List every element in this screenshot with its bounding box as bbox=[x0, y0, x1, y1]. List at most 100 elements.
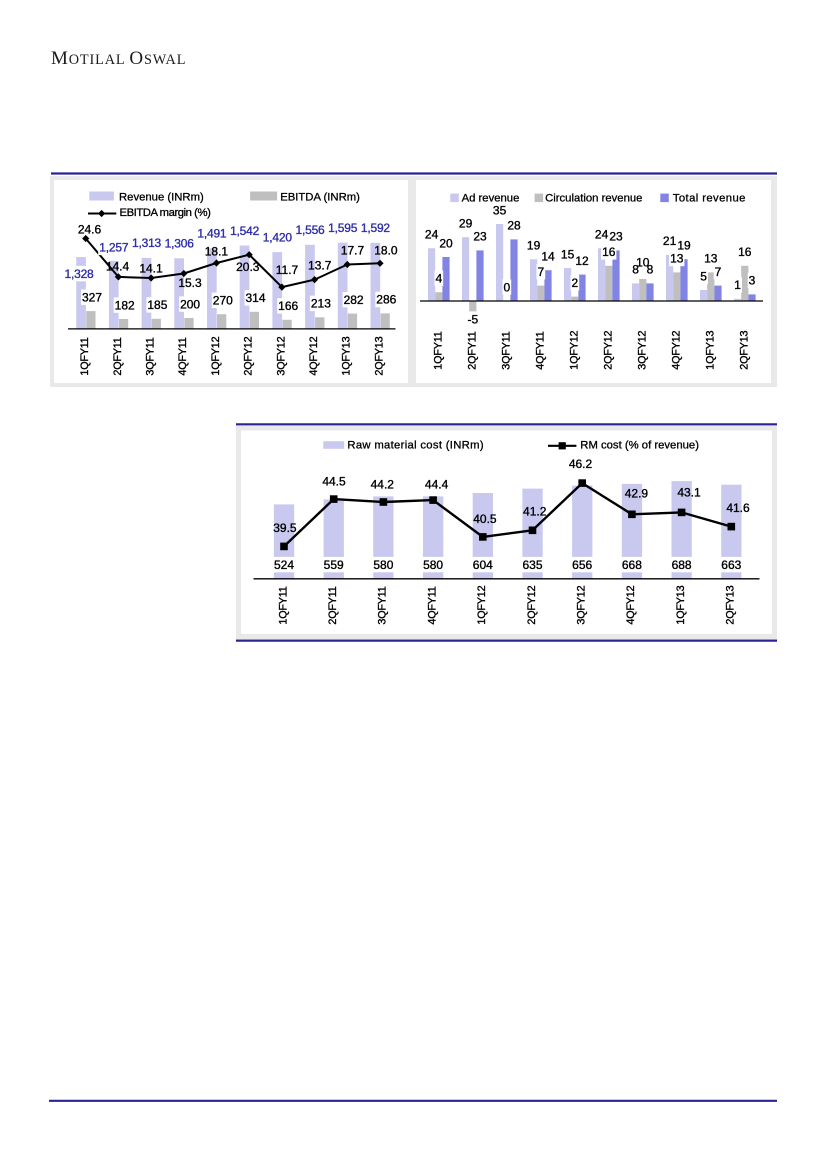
svg-text:182: 182 bbox=[115, 298, 135, 312]
svg-text:19: 19 bbox=[677, 239, 691, 253]
svg-text:29: 29 bbox=[459, 217, 473, 231]
svg-text:270: 270 bbox=[213, 294, 233, 308]
svg-text:1,257: 1,257 bbox=[99, 241, 129, 255]
svg-text:604: 604 bbox=[473, 558, 493, 572]
svg-text:46.2: 46.2 bbox=[569, 457, 593, 471]
svg-text:16: 16 bbox=[602, 245, 616, 259]
svg-text:2QFY12: 2QFY12 bbox=[243, 336, 255, 375]
svg-text:282: 282 bbox=[344, 293, 364, 307]
svg-text:44.5: 44.5 bbox=[322, 475, 346, 489]
svg-text:1,306: 1,306 bbox=[165, 237, 195, 251]
svg-text:43.1: 43.1 bbox=[677, 486, 701, 500]
svg-text:MOTILAL OSWAL: MOTILAL OSWAL bbox=[51, 48, 186, 69]
svg-text:20: 20 bbox=[439, 236, 453, 250]
svg-text:35: 35 bbox=[493, 203, 507, 217]
svg-text:1,313: 1,313 bbox=[132, 236, 162, 250]
svg-text:4QFY11: 4QFY11 bbox=[177, 337, 189, 375]
svg-text:1,595: 1,595 bbox=[328, 221, 358, 235]
svg-text:200: 200 bbox=[180, 297, 200, 311]
svg-text:Raw material cost (INRm): Raw material cost (INRm) bbox=[347, 440, 484, 452]
svg-text:13.7: 13.7 bbox=[308, 258, 332, 272]
svg-text:8: 8 bbox=[647, 263, 654, 277]
svg-text:2QFY11: 2QFY11 bbox=[112, 337, 124, 375]
svg-text:18.1: 18.1 bbox=[205, 245, 229, 259]
svg-text:21: 21 bbox=[663, 234, 677, 248]
svg-text:2QFY13: 2QFY13 bbox=[738, 330, 750, 369]
svg-text:4QFY12: 4QFY12 bbox=[670, 330, 682, 369]
svg-text:1QFY12: 1QFY12 bbox=[568, 330, 580, 369]
svg-text:1,491: 1,491 bbox=[197, 227, 227, 241]
svg-text:656: 656 bbox=[572, 558, 592, 572]
svg-text:1,328: 1,328 bbox=[64, 267, 94, 281]
svg-text:3QFY12: 3QFY12 bbox=[275, 336, 287, 375]
svg-text:44.2: 44.2 bbox=[371, 477, 395, 491]
svg-text:14: 14 bbox=[541, 250, 555, 264]
svg-text:559: 559 bbox=[324, 558, 344, 572]
svg-text:2QFY11: 2QFY11 bbox=[327, 586, 339, 624]
svg-text:1: 1 bbox=[734, 278, 741, 292]
svg-text:314: 314 bbox=[245, 291, 265, 305]
svg-text:10: 10 bbox=[636, 255, 650, 269]
svg-text:41.6: 41.6 bbox=[726, 501, 750, 515]
svg-text:524: 524 bbox=[274, 558, 294, 572]
svg-text:12: 12 bbox=[575, 254, 589, 268]
svg-text:-5: -5 bbox=[467, 312, 478, 326]
svg-text:2QFY13: 2QFY13 bbox=[373, 336, 385, 375]
svg-text:1QFY11: 1QFY11 bbox=[432, 331, 444, 369]
svg-text:Circulation revenue: Circulation revenue bbox=[545, 193, 642, 205]
svg-text:3QFY11: 3QFY11 bbox=[145, 337, 157, 375]
svg-text:580: 580 bbox=[423, 558, 443, 572]
svg-text:24: 24 bbox=[595, 228, 609, 242]
svg-text:668: 668 bbox=[622, 558, 642, 572]
svg-text:3QFY12: 3QFY12 bbox=[636, 330, 648, 369]
svg-text:663: 663 bbox=[721, 558, 741, 572]
svg-text:Total revenue: Total revenue bbox=[673, 193, 746, 205]
svg-text:1QFY13: 1QFY13 bbox=[341, 336, 353, 375]
svg-text:327: 327 bbox=[82, 291, 102, 305]
svg-text:Revenue (INRm): Revenue (INRm) bbox=[119, 192, 204, 204]
svg-text:11.7: 11.7 bbox=[276, 263, 299, 277]
svg-text:23: 23 bbox=[473, 230, 487, 244]
svg-text:580: 580 bbox=[373, 558, 393, 572]
svg-text:15.3: 15.3 bbox=[178, 276, 202, 290]
svg-text:Ad revenue: Ad revenue bbox=[462, 193, 520, 205]
svg-text:166: 166 bbox=[278, 299, 298, 313]
svg-text:41.2: 41.2 bbox=[523, 504, 547, 518]
svg-text:28: 28 bbox=[507, 219, 521, 233]
svg-text:20.3: 20.3 bbox=[236, 260, 260, 274]
svg-text:1QFY11: 1QFY11 bbox=[79, 337, 91, 375]
svg-text:2QFY12: 2QFY12 bbox=[602, 330, 614, 369]
svg-text:688: 688 bbox=[672, 558, 692, 572]
svg-text:0: 0 bbox=[503, 280, 510, 294]
svg-text:3QFY12: 3QFY12 bbox=[576, 585, 588, 624]
svg-text:15: 15 bbox=[561, 247, 575, 261]
svg-text:1QFY12: 1QFY12 bbox=[210, 336, 222, 375]
svg-text:18.0: 18.0 bbox=[374, 243, 398, 257]
svg-text:23: 23 bbox=[609, 230, 623, 244]
svg-text:7: 7 bbox=[537, 265, 544, 279]
svg-text:2QFY13: 2QFY13 bbox=[725, 585, 737, 624]
svg-text:19: 19 bbox=[527, 239, 541, 253]
svg-text:44.4: 44.4 bbox=[425, 477, 449, 491]
svg-text:EBITDA margin (%): EBITDA margin (%) bbox=[120, 207, 212, 219]
svg-text:24.6: 24.6 bbox=[78, 223, 102, 237]
svg-text:42.9: 42.9 bbox=[625, 486, 649, 500]
svg-text:213: 213 bbox=[311, 297, 331, 311]
svg-text:14.1: 14.1 bbox=[139, 261, 163, 275]
svg-text:1,420: 1,420 bbox=[263, 230, 293, 244]
svg-text:8: 8 bbox=[632, 263, 639, 277]
svg-text:185: 185 bbox=[147, 298, 167, 312]
svg-text:4QFY12: 4QFY12 bbox=[625, 585, 637, 624]
svg-text:16: 16 bbox=[738, 245, 752, 259]
svg-text:1QFY11: 1QFY11 bbox=[277, 586, 289, 624]
svg-text:635: 635 bbox=[522, 558, 542, 572]
svg-text:2QFY12: 2QFY12 bbox=[526, 585, 538, 624]
svg-text:1QFY12: 1QFY12 bbox=[476, 585, 488, 624]
svg-text:2QFY11: 2QFY11 bbox=[466, 331, 478, 369]
svg-text:3: 3 bbox=[749, 274, 756, 288]
svg-text:4QFY12: 4QFY12 bbox=[308, 336, 320, 375]
svg-text:13: 13 bbox=[704, 252, 718, 266]
svg-text:RM cost (% of revenue): RM cost (% of revenue) bbox=[580, 440, 699, 452]
svg-text:1QFY13: 1QFY13 bbox=[704, 330, 716, 369]
svg-text:1QFY13: 1QFY13 bbox=[675, 585, 687, 624]
